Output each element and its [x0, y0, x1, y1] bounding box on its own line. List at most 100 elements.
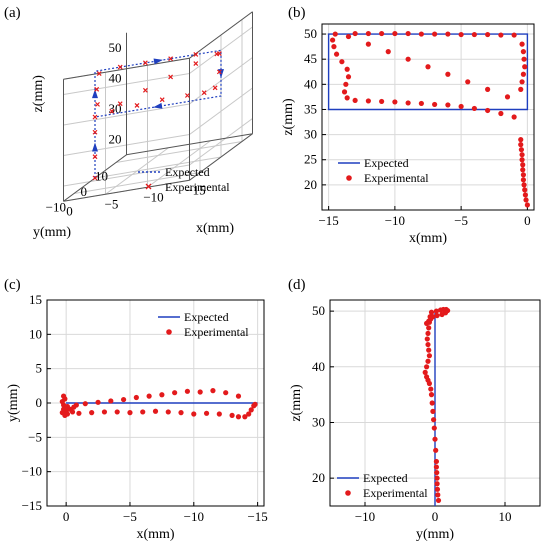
experimental-point — [89, 410, 95, 416]
experimental-point — [434, 486, 441, 492]
experimental-point — [352, 97, 358, 104]
legend-expected-label: Expected — [363, 471, 408, 485]
y-axis-label: z(mm) — [281, 98, 296, 136]
experimental-point — [471, 105, 477, 112]
y-axis-label: z(mm) — [289, 384, 304, 422]
experimental-point — [433, 458, 439, 465]
experimental-point — [365, 30, 371, 37]
experimental-point — [341, 89, 348, 95]
legend-experimental-label: Experimental — [165, 180, 230, 194]
experimental-point — [433, 308, 439, 314]
experimental-point — [465, 79, 471, 85]
experimental-point — [345, 74, 352, 80]
y-tick-label: 0 — [36, 395, 43, 410]
experimental-marker-stroke — [212, 85, 218, 91]
experimental-point — [511, 114, 517, 120]
experimental-point — [95, 101, 100, 107]
experimental-marker-stroke — [184, 93, 190, 98]
experimental-point — [428, 309, 435, 315]
experimental-point — [168, 56, 174, 62]
experimental-point — [424, 336, 430, 342]
x-tick-label: −15 — [318, 213, 338, 228]
legend-expected-label: Expected — [165, 165, 210, 179]
experimental-point — [426, 353, 432, 359]
x-tick-label: 0 — [432, 509, 439, 524]
experimental-point — [424, 374, 430, 380]
experimental-marker-stroke — [216, 69, 222, 75]
experimental-point — [432, 436, 438, 442]
x-tick-label: 10 — [499, 509, 512, 524]
experimental-point — [522, 64, 528, 70]
y-tick-label: −5 — [28, 429, 42, 444]
legend-experimental-swatch — [145, 183, 152, 190]
experimental-point — [434, 469, 440, 476]
panel-label: (b) — [288, 5, 306, 21]
experimental-point — [333, 51, 340, 57]
y-tick-label: 5 — [36, 361, 43, 376]
x-tick-label: −10 — [184, 509, 204, 524]
experimental-point — [520, 49, 527, 55]
experimental-point — [524, 202, 530, 208]
experimental-point — [385, 49, 391, 55]
panel-b: −15 −10 −5 0 20 25 30 35 40 45 50 x(mm) z(mm) Expecte… — [281, 5, 535, 246]
legend-experimental-label: Experimental — [363, 486, 428, 500]
experimental-point — [425, 358, 431, 364]
experimental-point — [212, 85, 218, 91]
experimental-marker-stroke — [95, 101, 100, 107]
experimental-point — [252, 401, 258, 407]
x-axis-label: y(mm) — [416, 527, 454, 542]
experimental-point — [518, 147, 525, 153]
experimental-point — [210, 388, 216, 394]
experimental-point — [146, 393, 152, 399]
experimental-point — [445, 31, 451, 37]
experimental-marker-stroke — [142, 60, 148, 66]
expected-arrow — [153, 58, 163, 65]
experimental-point — [343, 81, 349, 87]
experimental-point — [246, 411, 252, 417]
experimental-point — [405, 56, 411, 62]
experimental-point — [127, 410, 133, 416]
experimental-point — [432, 31, 438, 37]
experimental-point — [523, 197, 529, 203]
experimental-point — [172, 390, 178, 396]
experimental-point — [519, 157, 525, 163]
panel-label: (c) — [4, 277, 21, 293]
experimental-point — [445, 71, 451, 77]
experimental-point — [201, 90, 207, 96]
x-tick-label: −5 — [123, 509, 137, 524]
experimental-point — [518, 137, 524, 143]
experimental-point — [332, 31, 338, 37]
experimental-point — [434, 475, 440, 481]
experimental-marker-stroke — [92, 129, 98, 135]
experimental-point — [485, 31, 491, 38]
experimental-point — [109, 108, 115, 114]
experimental-point — [95, 399, 101, 405]
y-tick-label: 45 — [304, 51, 317, 66]
y-axis-label: y(mm) — [33, 225, 71, 240]
panel-c: 0 −5 −10 −15 −15 −10 −5 0 5 10 15 x(mm) y(mm) Expecte… — [4, 277, 268, 542]
experimental-point — [92, 175, 98, 181]
experimental-point — [216, 69, 222, 75]
experimental-point — [235, 414, 242, 420]
experimental-marker-stroke — [168, 56, 174, 62]
x-tick-label: 0 — [63, 509, 70, 524]
expected-line — [327, 33, 529, 111]
experimental-point — [159, 97, 165, 103]
x-axis-label: x(mm) — [136, 527, 174, 542]
experimental-point — [152, 408, 159, 414]
grid-line — [189, 87, 253, 135]
y-tick-label: 40 — [304, 76, 317, 91]
experimental-point — [330, 37, 336, 43]
experimental-point — [519, 41, 525, 47]
experimental-marker-stroke — [214, 51, 220, 57]
experimental-point — [159, 392, 165, 398]
experimental-point — [142, 60, 148, 66]
experimental-point — [178, 410, 184, 416]
x-tick-label: −5 — [105, 196, 119, 211]
x-axis-label: x(mm) — [409, 231, 447, 246]
experimental-point — [458, 31, 464, 38]
expected-arrow — [92, 142, 98, 152]
panel-label: (d) — [288, 277, 306, 293]
panel-label: (a) — [4, 5, 21, 21]
